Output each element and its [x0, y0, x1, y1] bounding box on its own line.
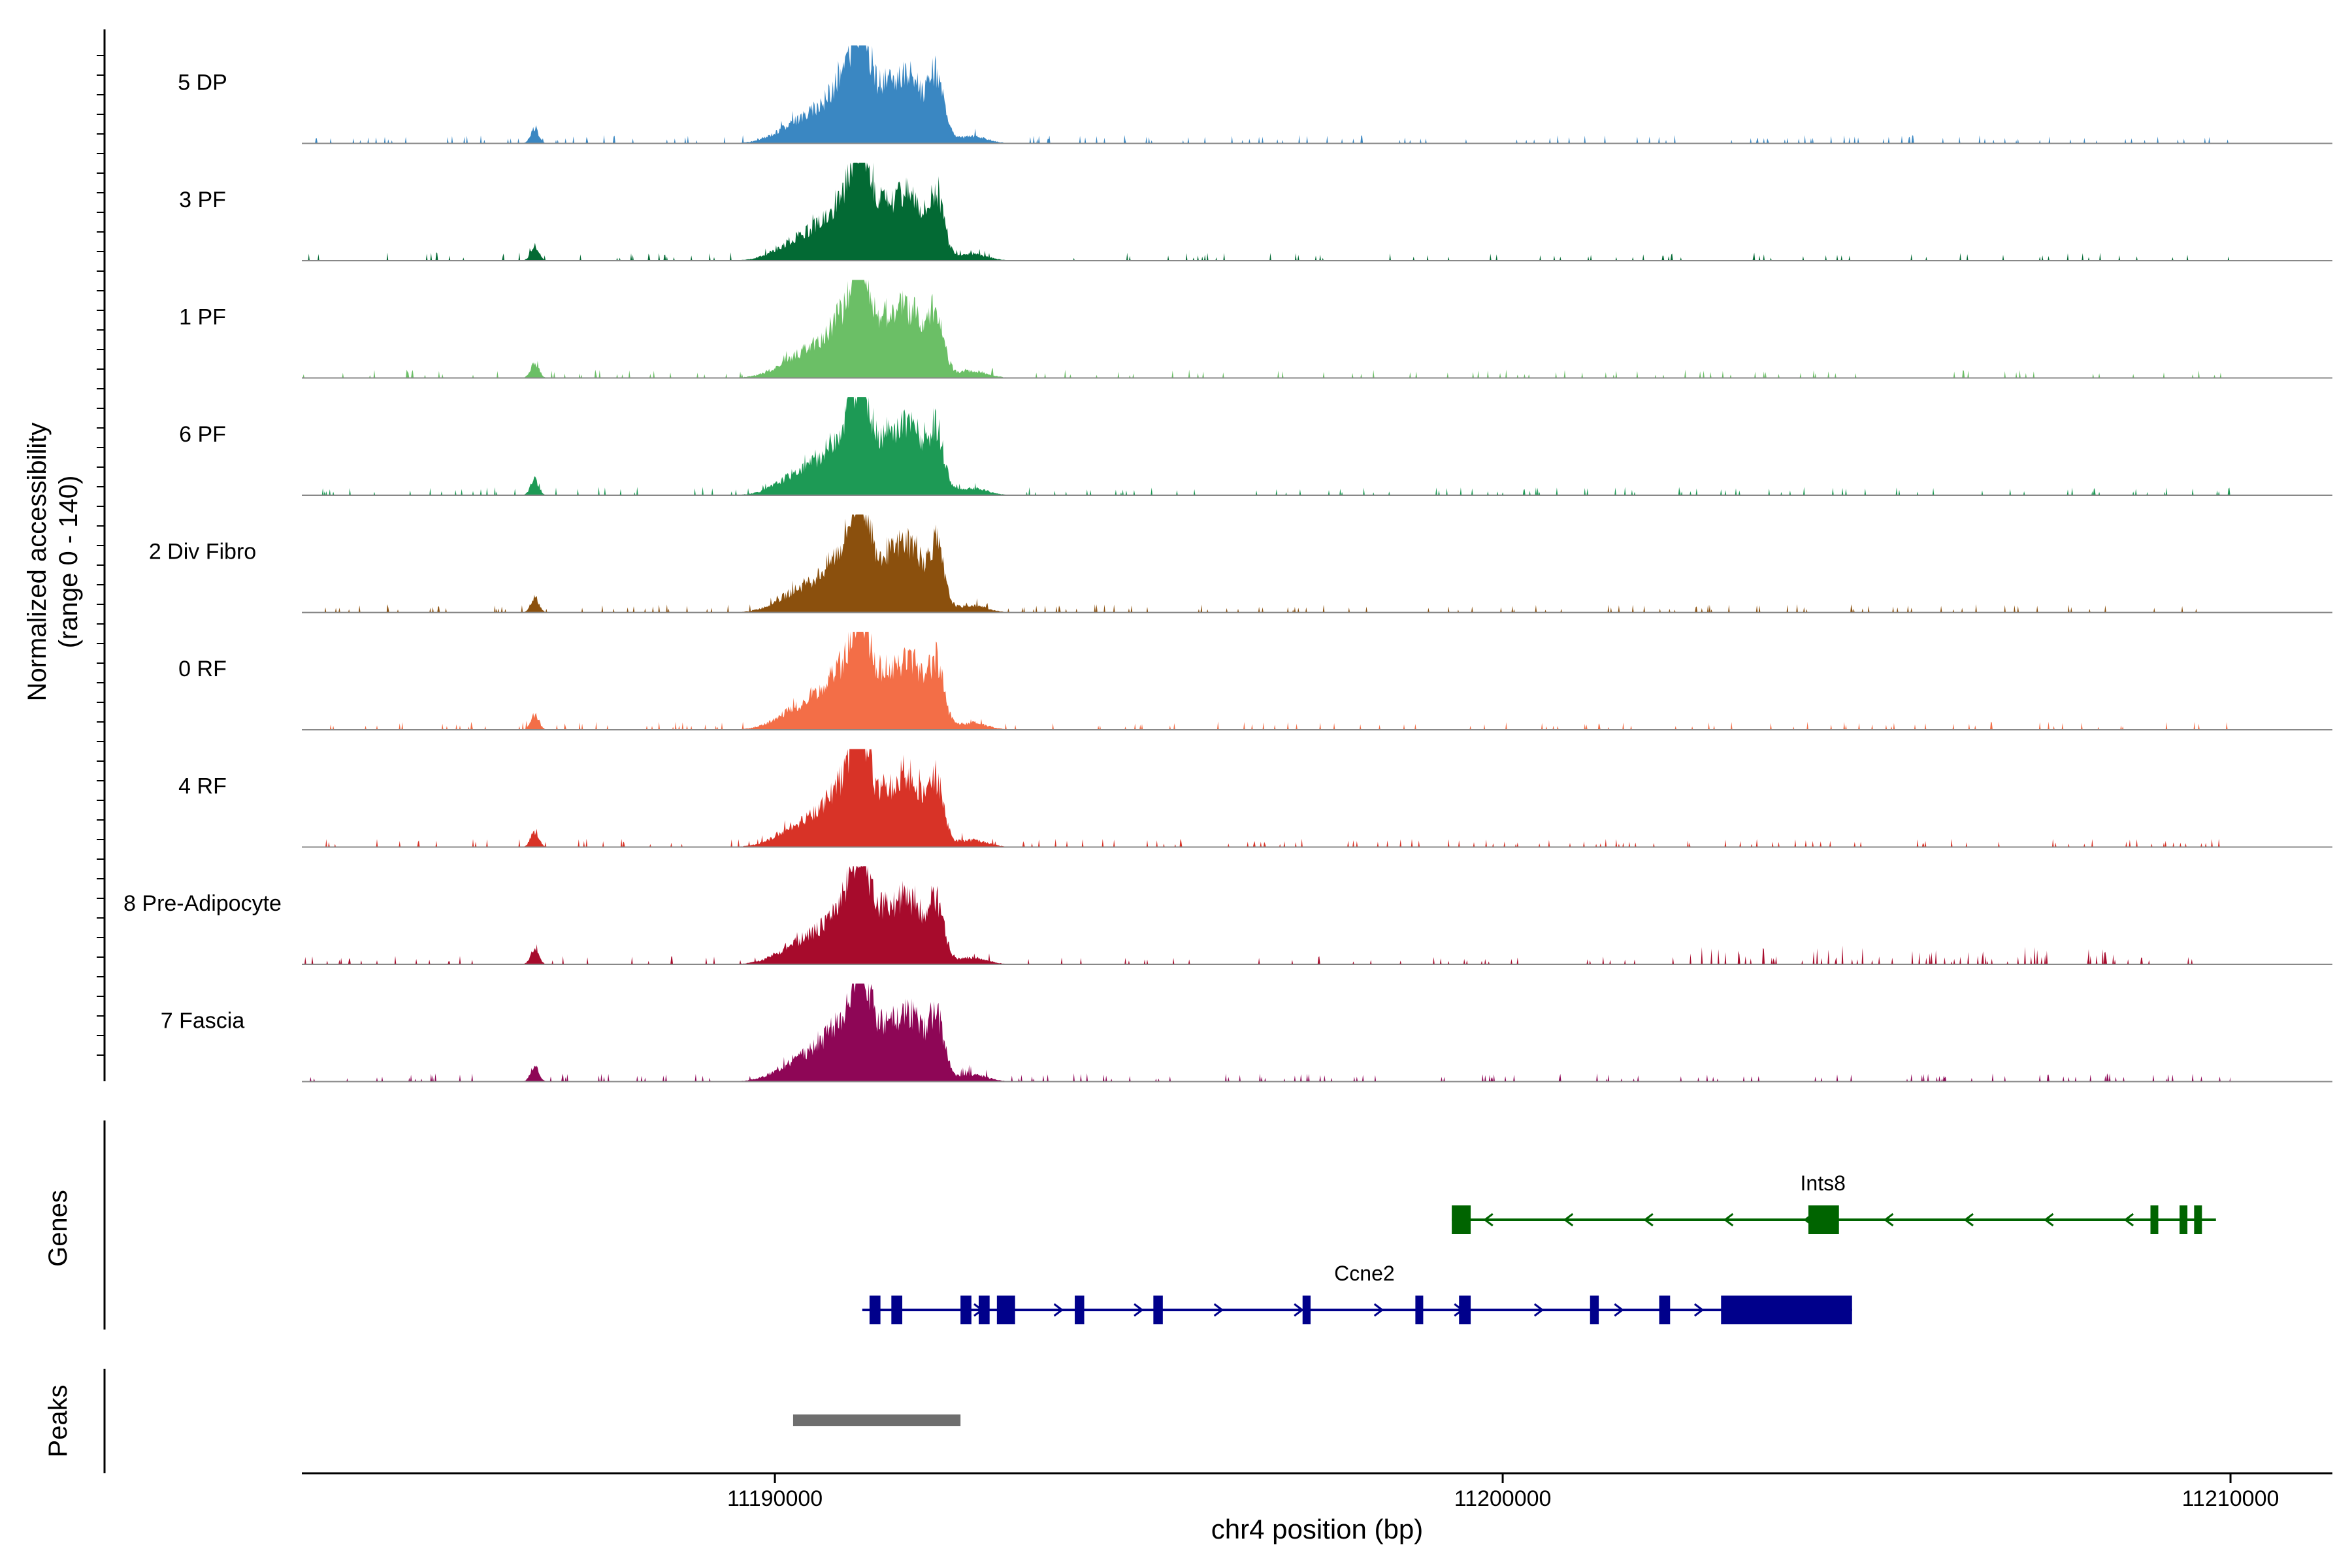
strand-arrow: [1723, 1213, 1734, 1227]
track-label: 6 PF: [179, 422, 226, 447]
coverage-area: [302, 749, 2231, 847]
exon: [1459, 1296, 1471, 1324]
track-0-rf: 0 RF: [178, 632, 2332, 730]
exon: [1075, 1296, 1085, 1324]
exon: [2150, 1205, 2159, 1234]
track-7-fascia: 7 Fascia: [161, 983, 2332, 1083]
exon: [960, 1296, 972, 1324]
coverage-area: [302, 397, 2231, 495]
strand-arrow: [1614, 1303, 1624, 1317]
exon: [1153, 1296, 1163, 1324]
gene-name-label: Ccne2: [1334, 1262, 1395, 1285]
exon: [1302, 1296, 1311, 1324]
exon: [1590, 1296, 1599, 1324]
x-axis-ticks: 11190000 11200000 11210000: [727, 1473, 2279, 1511]
track-label: 1 PF: [179, 305, 226, 330]
track-label: 7 Fascia: [161, 1009, 245, 1034]
exon: [891, 1296, 903, 1324]
gene-ints8: Ints8: [1452, 1171, 2216, 1234]
y-axis-title-line1: Normalized accessibility: [23, 423, 52, 702]
track-2-div-fibro: 2 Div Fibro: [149, 514, 2332, 613]
track-4-rf: 4 RF: [178, 749, 2332, 848]
y-axis-title-line2: (range 0 - 140): [54, 476, 83, 649]
peak-region: [792, 1414, 961, 1426]
x-axis-title: chr4 position (bp): [1211, 1514, 1424, 1544]
strand-arrow: [1643, 1213, 1654, 1227]
coverage-area: [302, 983, 2231, 1082]
exon: [1415, 1296, 1424, 1324]
strand-arrow: [1294, 1303, 1304, 1317]
track-label: 8 Pre-Adipocyte: [123, 891, 282, 916]
strand-arrow: [1373, 1303, 1384, 1317]
peaks-panel-label: Peaks: [44, 1384, 73, 1457]
coverage-area: [302, 866, 2231, 964]
track-5-dp: 5 DP: [178, 45, 2332, 144]
exon: [869, 1296, 881, 1324]
track-label: 3 PF: [179, 188, 226, 212]
gene-annotation-track: Ints8 Ccne2: [862, 1171, 2216, 1324]
strand-arrow: [1213, 1303, 1224, 1317]
strand-arrow: [1883, 1213, 1894, 1227]
exon: [2180, 1205, 2188, 1234]
coverage-area: [302, 514, 2231, 613]
track-label: 0 RF: [178, 657, 227, 681]
exon: [1452, 1205, 1471, 1234]
x-axis-tick-label: 11200000: [1454, 1486, 1552, 1511]
coverage-area: [302, 632, 2231, 730]
strand-arrow: [1563, 1213, 1574, 1227]
y-axis-title: Normalized accessibility (range 0 - 140): [23, 423, 83, 702]
strand-arrow: [1053, 1303, 1064, 1317]
gene-ccne2: Ccne2: [862, 1262, 1852, 1324]
exon: [979, 1296, 990, 1324]
strand-arrow: [1693, 1303, 1705, 1317]
coverage-area: [302, 280, 2231, 378]
exon: [1808, 1205, 1839, 1234]
gene-name-label: Ints8: [1801, 1171, 1846, 1195]
peak-track: [792, 1414, 961, 1426]
exon: [1721, 1296, 1852, 1324]
strand-arrow: [1483, 1213, 1494, 1227]
strand-arrow: [1134, 1303, 1144, 1317]
x-axis-tick-label: 11190000: [727, 1486, 823, 1511]
coverage-y-axis-ticks: [97, 55, 105, 1056]
track-label: 2 Div Fibro: [149, 540, 256, 564]
strand-arrow: [1963, 1213, 1974, 1227]
x-axis-tick-label: 11210000: [2182, 1486, 2279, 1511]
track-label: 4 RF: [178, 774, 227, 799]
track-8-pre-adipocyte: 8 Pre-Adipocyte: [123, 866, 2332, 965]
strand-arrow: [2044, 1213, 2054, 1227]
strand-arrow: [2123, 1213, 2134, 1227]
track-6-pf: 6 PF: [179, 397, 2332, 496]
exon: [996, 1296, 1015, 1324]
track-1-pf: 1 PF: [179, 280, 2332, 379]
genes-panel-label: Genes: [44, 1190, 73, 1267]
coverage-tracks: 5 DP 3 PF 1 PF 6 PF 2 Div Fibro 0 RF 4 RF 8 Pre…: [123, 45, 2332, 1083]
exon: [1659, 1296, 1671, 1324]
strand-arrow: [1533, 1303, 1544, 1317]
coverage-area: [302, 163, 2231, 261]
exon: [2194, 1205, 2202, 1234]
track-3-pf: 3 PF: [179, 163, 2332, 261]
track-label: 5 DP: [178, 71, 227, 95]
coverage-area: [302, 45, 2231, 144]
